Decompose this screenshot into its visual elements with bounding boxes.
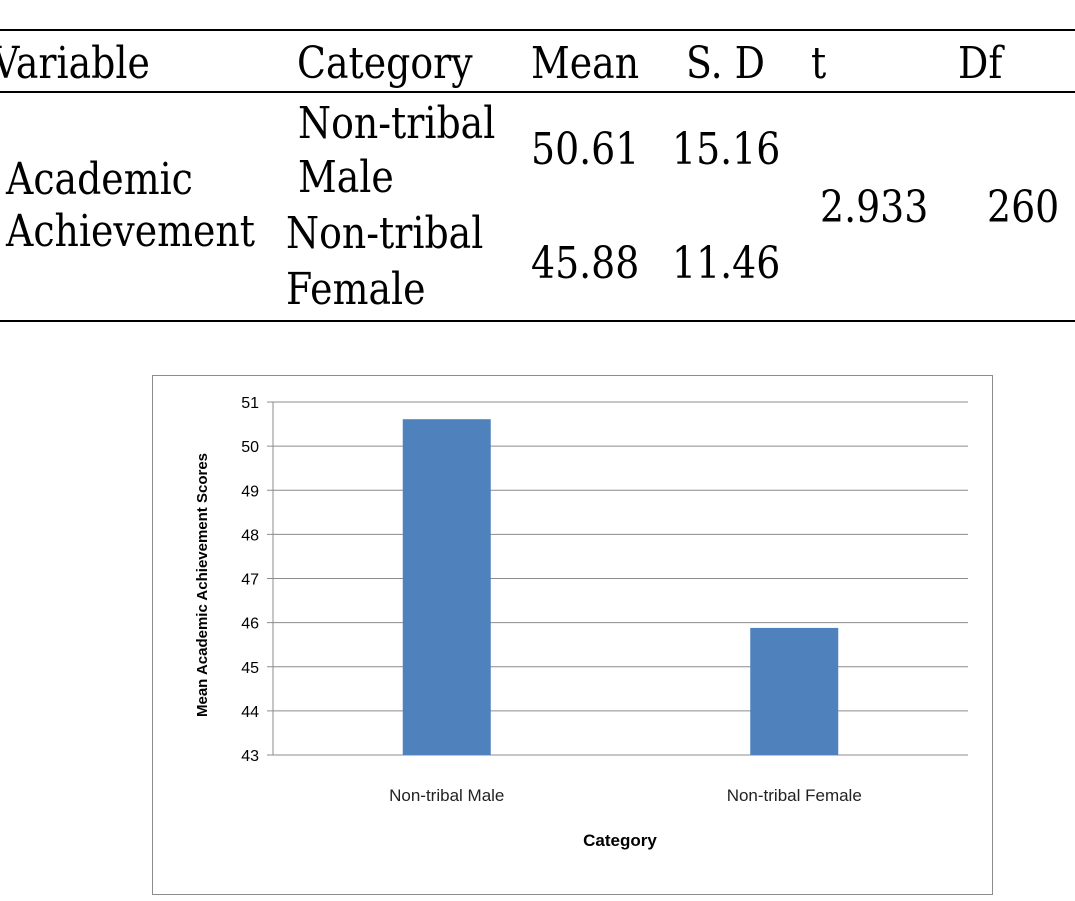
statistics-table: Variable Category Mean S. D t Df Academi… xyxy=(0,0,1075,330)
y-tick-label: 51 xyxy=(241,395,259,412)
header-t: t xyxy=(811,38,827,89)
y-tick-label: 43 xyxy=(241,748,259,765)
chart-frame: 43 44 45 46 47 48 49 50 51 Non-tribal Male Non-tr… xyxy=(152,375,993,895)
y-tick-label: 49 xyxy=(241,483,259,500)
row1-category-line2: Male xyxy=(298,152,394,203)
y-tick-label: 45 xyxy=(241,660,259,677)
y-tick-label: 48 xyxy=(241,527,259,544)
y-tick-label: 44 xyxy=(241,704,259,721)
row2-mean: 45.88 xyxy=(531,238,640,289)
variable-line1: Academic xyxy=(6,154,193,205)
row2-sd: 11.46 xyxy=(672,238,781,289)
header-sd: S. D xyxy=(686,38,765,89)
x-tick-label: Non-tribal Female xyxy=(727,786,862,805)
row1-sd: 15.16 xyxy=(672,124,781,175)
header-mean: Mean xyxy=(531,38,640,89)
bar-2 xyxy=(750,627,839,755)
table-top-rule xyxy=(0,29,1075,31)
t-value: 2.933 xyxy=(820,182,929,233)
row2-category-line2: Female xyxy=(286,264,426,315)
variable-line2: Achievement xyxy=(6,206,256,257)
row1-category-line1: Non-tribal xyxy=(298,98,496,149)
y-tick-label: 46 xyxy=(241,616,259,633)
table-bottom-rule xyxy=(0,320,1075,322)
y-tick-label: 50 xyxy=(241,439,259,456)
y-axis-label: Mean Academic Achievement Scores xyxy=(194,453,211,717)
df-value: 260 xyxy=(987,182,1060,233)
header-category: Category xyxy=(297,38,473,89)
x-axis-label: Category xyxy=(583,831,657,850)
header-variable: Variable xyxy=(0,38,150,89)
y-tick-label: 47 xyxy=(241,572,259,589)
bar-chart: 43 44 45 46 47 48 49 50 51 Non-tribal Male Non-tr… xyxy=(194,395,968,850)
header-df: Df xyxy=(958,38,1003,89)
bar-1 xyxy=(402,419,491,755)
row2-category-line1: Non-tribal xyxy=(286,208,484,259)
row1-mean: 50.61 xyxy=(531,124,640,175)
x-tick-label: Non-tribal Male xyxy=(389,786,504,805)
table-header-rule xyxy=(0,91,1075,93)
